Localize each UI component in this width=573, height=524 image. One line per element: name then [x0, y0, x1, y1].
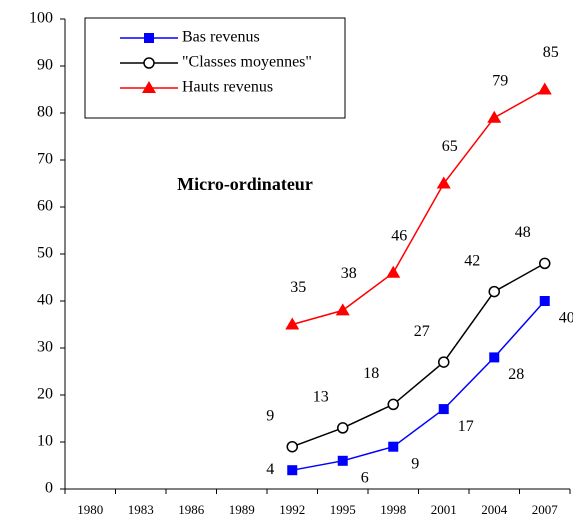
y-tick-label: 30: [37, 339, 53, 356]
x-tick-label: 2004: [481, 502, 508, 517]
y-tick-label: 80: [37, 104, 53, 121]
x-tick-label: 1989: [229, 502, 255, 517]
marker: [539, 296, 550, 306]
series-line: [292, 300, 546, 471]
x-tick-label: 2001: [431, 502, 457, 517]
data-label: 85: [543, 44, 559, 61]
data-label: 38: [341, 265, 357, 282]
y-tick-label: 10: [37, 433, 53, 450]
marker: [144, 33, 154, 43]
data-label: 28: [508, 366, 524, 383]
data-label: 40: [559, 310, 573, 327]
marker: [286, 440, 298, 453]
x-tick-label: 1983: [128, 502, 154, 517]
y-tick-label: 40: [37, 292, 53, 309]
data-label: 6: [361, 469, 369, 486]
marker: [487, 110, 502, 123]
data-label: 9: [266, 407, 274, 424]
x-tick-label: 1992: [279, 502, 305, 517]
x-tick-label: 2007: [532, 502, 559, 517]
series-line: [292, 88, 546, 326]
marker: [539, 257, 551, 270]
y-tick-label: 100: [29, 10, 53, 27]
x-tick-label: 1986: [178, 502, 205, 517]
marker: [438, 356, 450, 368]
marker: [143, 57, 155, 69]
marker: [335, 303, 350, 316]
data-label: 18: [363, 365, 379, 382]
marker: [285, 317, 300, 330]
marker: [537, 82, 552, 95]
data-label: 65: [442, 138, 458, 155]
data-label: 48: [515, 224, 531, 241]
marker: [337, 455, 348, 466]
marker: [386, 265, 401, 278]
series-line: [291, 262, 546, 448]
marker: [337, 422, 349, 434]
y-tick-label: 70: [37, 151, 53, 168]
legend-label: "Classes moyennes": [182, 54, 312, 71]
data-label: 9: [411, 455, 419, 472]
marker: [287, 465, 298, 476]
legend-label: Hauts revenus: [182, 79, 273, 96]
legend: [84, 17, 346, 119]
marker: [388, 441, 399, 452]
x-tick-label: 1980: [77, 502, 103, 517]
data-label: 27: [414, 323, 430, 340]
data-label: 46: [391, 227, 407, 244]
data-label: 35: [290, 279, 306, 296]
x-tick-label: 1995: [330, 502, 356, 517]
marker: [436, 176, 451, 189]
y-tick-label: 0: [45, 480, 53, 497]
legend-label: Bas revenus: [182, 29, 260, 46]
marker: [489, 352, 500, 363]
annotation: Micro-ordinateur: [177, 174, 313, 194]
y-tick-label: 50: [37, 245, 53, 262]
y-tick-label: 60: [37, 198, 53, 215]
data-label: 13: [313, 389, 329, 406]
data-label: 79: [492, 72, 508, 89]
data-label: 42: [464, 252, 480, 269]
x-tick-label: 1998: [380, 502, 406, 517]
marker: [387, 398, 399, 411]
marker: [488, 285, 500, 298]
marker: [142, 81, 156, 93]
data-label: 4: [266, 461, 274, 478]
y-tick-label: 90: [37, 57, 53, 74]
data-label: 17: [458, 418, 474, 435]
y-tick-label: 20: [37, 386, 53, 403]
marker: [438, 404, 449, 415]
